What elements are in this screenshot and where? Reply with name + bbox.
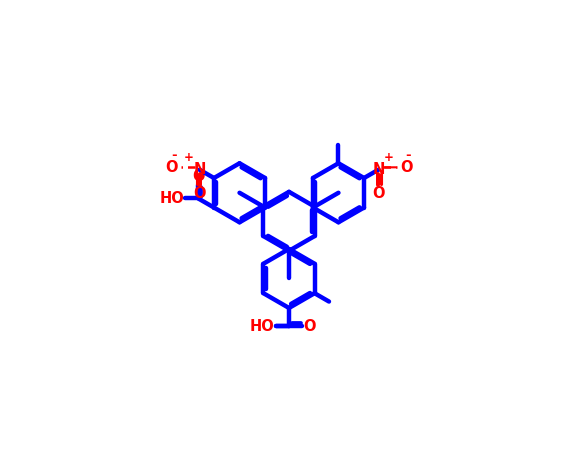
Text: O: O	[193, 187, 206, 201]
Text: HO: HO	[160, 191, 184, 206]
Text: O: O	[166, 160, 178, 175]
Text: HO: HO	[250, 318, 275, 334]
Text: O: O	[192, 169, 205, 184]
Text: O: O	[372, 187, 385, 201]
Text: -: -	[406, 149, 411, 162]
Text: N: N	[372, 162, 384, 177]
Text: +: +	[384, 151, 394, 164]
Text: O: O	[400, 160, 412, 175]
Text: O: O	[303, 318, 316, 334]
Text: -: -	[171, 149, 177, 162]
Text: +: +	[184, 151, 194, 164]
Text: N: N	[194, 162, 206, 177]
